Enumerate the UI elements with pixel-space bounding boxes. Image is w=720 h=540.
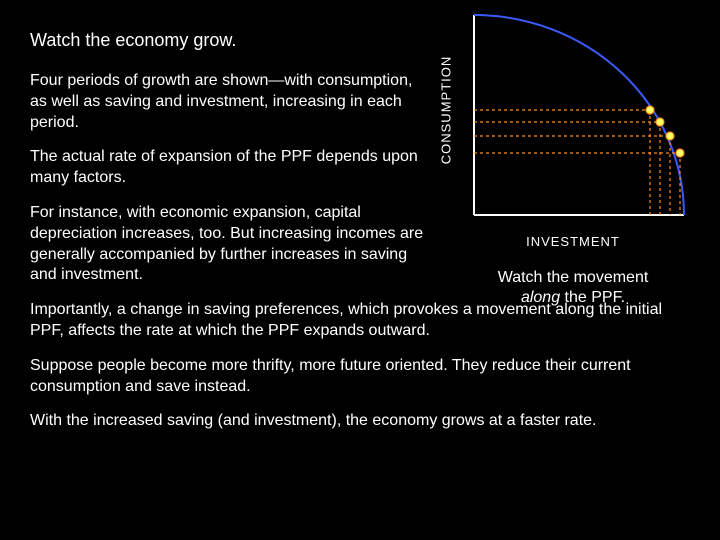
chart-caption: Watch the movement along the PPF.: [448, 268, 698, 308]
paragraph-3: For instance, with economic expansion, c…: [30, 203, 430, 286]
caption-italic: along: [521, 289, 560, 306]
paragraph-2: The actual rate of expansion of the PPF …: [30, 147, 430, 189]
paragraph-6: With the increased saving (and investmen…: [30, 411, 690, 432]
x-axis-label: INVESTMENT: [448, 234, 698, 249]
slide-title: Watch the economy grow.: [30, 30, 430, 51]
paragraph-5: Suppose people become more thrifty, more…: [30, 356, 690, 398]
paragraph-1: Four periods of growth are shown—with co…: [30, 71, 430, 133]
caption-line1: Watch the movement: [498, 269, 649, 286]
ppf-svg: [448, 10, 698, 230]
ppf-chart: CONSUMPTION INVESTMENT Watch the movemen…: [448, 10, 698, 230]
caption-rest: the PPF.: [560, 289, 625, 306]
